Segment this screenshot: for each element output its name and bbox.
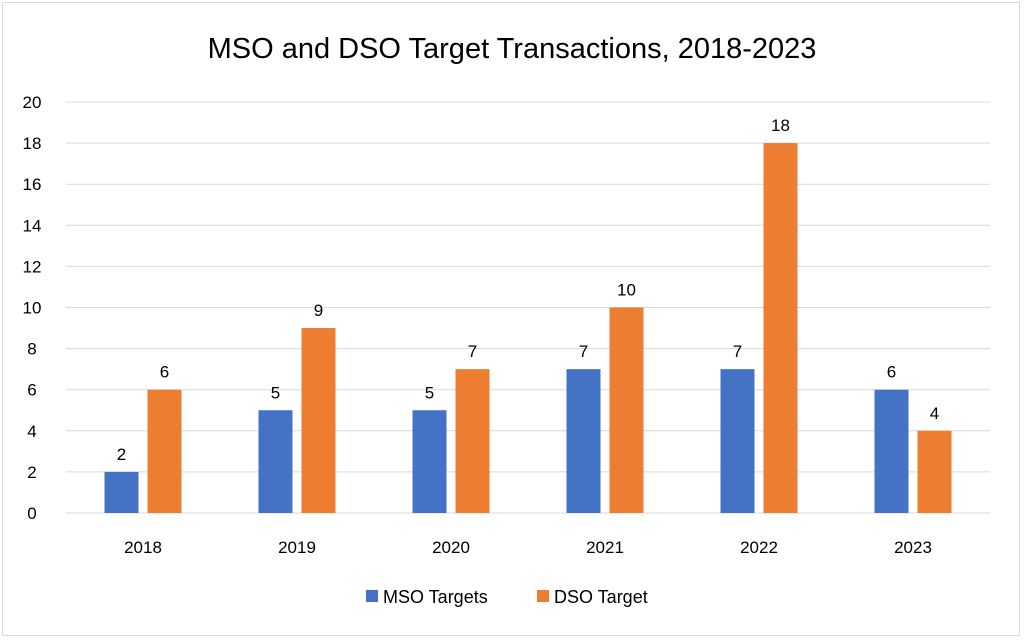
y-tick-label: 6 — [27, 381, 36, 400]
data-label: 7 — [733, 342, 742, 361]
bar-mso-targets — [720, 369, 755, 513]
y-tick-label: 20 — [23, 93, 42, 112]
data-label: 6 — [887, 363, 896, 382]
data-label: 4 — [930, 404, 939, 423]
legend-swatch — [537, 590, 549, 602]
y-tick-label: 0 — [27, 504, 36, 523]
x-tick-label: 2018 — [124, 538, 162, 557]
y-tick-label: 14 — [23, 216, 42, 235]
bar-dso-target — [609, 307, 644, 513]
bar-mso-targets — [874, 389, 909, 513]
bar-mso-targets — [412, 410, 447, 513]
bar-mso-targets — [258, 410, 293, 513]
x-tick-label: 2022 — [740, 538, 778, 557]
data-label: 5 — [425, 383, 434, 402]
data-label: 5 — [271, 383, 280, 402]
bar-dso-target — [301, 328, 336, 513]
data-label: 9 — [314, 301, 323, 320]
y-tick-label: 18 — [23, 134, 42, 153]
x-tick-label: 2023 — [894, 538, 932, 557]
data-label: 6 — [160, 363, 169, 382]
bar-dso-target — [763, 143, 798, 513]
data-label: 7 — [468, 342, 477, 361]
data-label: 10 — [617, 281, 636, 300]
x-tick-label: 2020 — [432, 538, 470, 557]
bar-mso-targets — [104, 471, 139, 513]
y-tick-label: 4 — [27, 422, 36, 441]
y-tick-label: 16 — [23, 175, 42, 194]
data-label: 18 — [771, 116, 790, 135]
chart-title: MSO and DSO Target Transactions, 2018-20… — [208, 33, 817, 65]
legend-swatch — [366, 590, 378, 602]
data-label: 7 — [579, 342, 588, 361]
x-tick-label: 2021 — [586, 538, 624, 557]
data-label: 2 — [117, 445, 126, 464]
y-tick-label: 10 — [23, 299, 42, 318]
legend-label: MSO Targets — [383, 587, 488, 607]
x-tick-label: 2019 — [278, 538, 316, 557]
bar-mso-targets — [566, 369, 601, 513]
y-tick-label: 2 — [27, 463, 36, 482]
y-tick-label: 12 — [23, 257, 42, 276]
bar-dso-target — [917, 430, 952, 513]
y-tick-label: 8 — [27, 340, 36, 359]
bar-dso-target — [455, 369, 490, 513]
legend-label: DSO Target — [554, 587, 648, 607]
bar-dso-target — [147, 389, 182, 513]
